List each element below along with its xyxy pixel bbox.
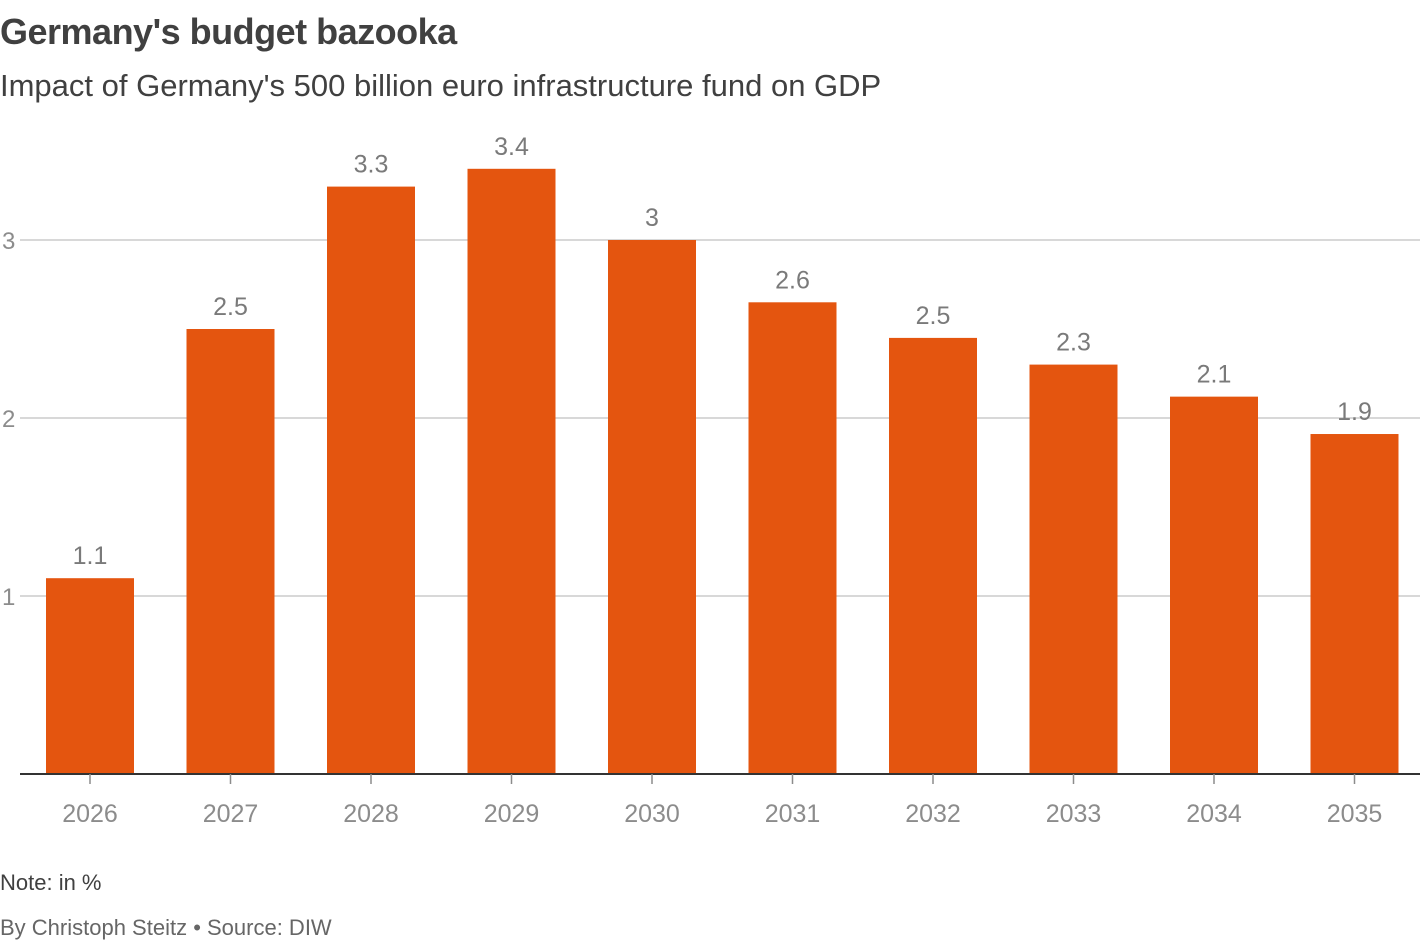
data-label-2029: 3.4 [494, 133, 529, 161]
y-tick-label: 2 [2, 406, 15, 433]
bar-2035 [1310, 434, 1399, 774]
x-tick-label-2034: 2034 [1186, 800, 1242, 828]
y-tick-label: 1 [2, 584, 15, 611]
bar-2032 [889, 337, 977, 774]
x-axis: 2026 2027 2028 2029 2030 2031 2032 2033 2034 2035 [20, 773, 1420, 828]
x-tick-label-2032: 2032 [905, 800, 961, 828]
y-tick-label: 3 [2, 228, 15, 255]
bar-2027 [186, 329, 275, 774]
chart-subtitle: Impact of Germany's 500 billion euro inf… [0, 68, 882, 103]
data-label-2030: 3 [645, 204, 659, 232]
x-tick-label-2030: 2030 [624, 800, 680, 828]
x-tick-label-2027: 2027 [203, 800, 259, 828]
byline-source: By Christoph Steitz • Source: DIW [0, 915, 332, 940]
chart-title: Germany's budget bazooka [0, 11, 457, 52]
x-tick-label-2029: 2029 [484, 800, 540, 828]
data-label-2035: 1.9 [1337, 398, 1372, 426]
x-tick-label-2031: 2031 [765, 800, 821, 828]
bar-2033 [1029, 364, 1118, 774]
data-label-2028: 3.3 [354, 151, 389, 179]
bar-2034 [1170, 396, 1258, 774]
data-label-2034: 2.1 [1197, 361, 1232, 389]
footnote: Note: in % [0, 870, 102, 895]
data-label-2027: 2.5 [213, 293, 248, 321]
data-label-2031: 2.6 [775, 266, 810, 294]
data-label-2026: 1.1 [73, 542, 108, 570]
bars [46, 168, 1399, 775]
x-tick-label-2035: 2035 [1327, 800, 1383, 828]
bar-2028 [327, 186, 415, 775]
bar-2029 [467, 168, 556, 775]
data-label-2032: 2.5 [916, 302, 951, 330]
bar-2030 [608, 240, 696, 774]
data-label-2033: 2.3 [1056, 329, 1091, 357]
x-tick-label-2026: 2026 [62, 800, 118, 828]
bar-2031 [748, 302, 837, 774]
x-tick-label-2033: 2033 [1046, 800, 1102, 828]
bar-chart: 123 1.12.53.33.432.62.52.32.11.9 2026 202… [2, 133, 1420, 828]
data-labels: 1.1 2.5 3.3 3.4 3 2.6 2.5 2.3 2.1 1.9 [73, 133, 1372, 570]
bar-2026 [46, 578, 134, 774]
x-tick-label-2028: 2028 [343, 800, 399, 828]
